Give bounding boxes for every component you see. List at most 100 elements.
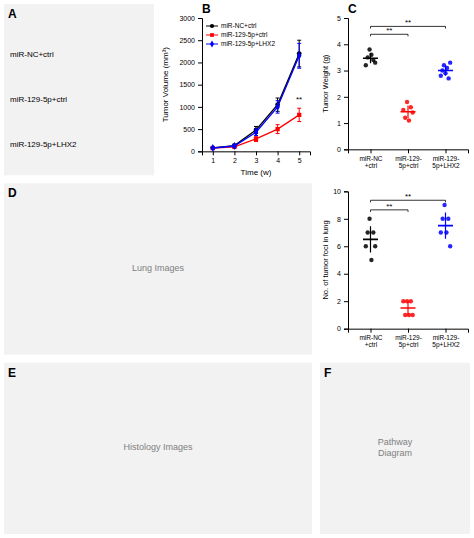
tick: 500 <box>183 126 202 133</box>
point <box>439 74 443 78</box>
tick-label: 5 <box>337 15 341 22</box>
tick-label-line: 5p+ctrl <box>399 341 419 349</box>
significance-label: ** <box>386 202 392 211</box>
legend-label: miR-129-5p+LHX2 <box>221 40 275 48</box>
tick-label: 2000 <box>179 59 195 66</box>
tick-label: miR-129-5p+ctrl <box>395 155 422 170</box>
point <box>405 100 409 104</box>
error-bar <box>297 108 301 121</box>
series-line <box>213 115 299 148</box>
annotation: ** <box>296 95 302 104</box>
tick-mark <box>256 151 257 155</box>
tick-label: 4 <box>276 157 280 164</box>
tick-mark <box>234 151 235 155</box>
point <box>373 244 377 248</box>
tick-label: 8 <box>337 216 341 223</box>
tick: 1 <box>337 120 348 127</box>
tick-mark <box>344 44 348 45</box>
tick-mark <box>198 129 202 130</box>
point <box>369 258 373 262</box>
legend-label: miR-129-5p+ctrl <box>221 31 268 39</box>
point <box>297 113 301 117</box>
point <box>364 63 368 67</box>
placeholder-bg <box>4 4 154 175</box>
placeholder-label: Histology Images <box>123 443 193 453</box>
series-line <box>213 56 299 148</box>
tick-label: 0 <box>191 148 195 155</box>
tick-mark <box>198 151 202 152</box>
point <box>369 53 373 57</box>
panel: E Histology Images <box>4 363 312 534</box>
tick-label: miR-129-5p+LHX2 <box>432 334 460 349</box>
tick: 4 <box>337 41 348 48</box>
sd-bar <box>407 301 408 315</box>
point <box>365 230 369 234</box>
tick: 0 <box>337 146 348 153</box>
x-axis: miR-NC+ctrlmiR-129-5p+ctrlmiR-129-5p+LHX… <box>349 149 469 170</box>
tick-mark <box>198 40 202 41</box>
tick-mark <box>408 149 409 153</box>
placeholder-label: Lung Images <box>132 263 185 273</box>
tick: 2500 <box>179 37 202 44</box>
panel: DLung Images <box>4 183 312 354</box>
point <box>403 116 407 120</box>
tick: 3 <box>337 67 348 74</box>
point <box>401 299 405 303</box>
tick-mark <box>408 329 409 333</box>
error-bar <box>276 101 280 113</box>
placeholder-label: miR-129-5p+ctrl <box>10 95 67 104</box>
axis-line <box>198 19 203 152</box>
sd-bar <box>370 53 371 63</box>
plot-area <box>210 40 301 151</box>
point <box>275 103 280 111</box>
tick: 4 <box>276 151 280 164</box>
point <box>371 230 375 234</box>
tick: 1500 <box>179 81 202 88</box>
sd-bar <box>370 226 371 252</box>
point <box>409 105 413 109</box>
y-axis: 0246810 <box>333 188 348 332</box>
point <box>444 230 448 234</box>
placeholder-bg <box>320 363 470 534</box>
tick-mark <box>344 301 348 302</box>
panel: miR-NC+ctrlmiR-129-5p+ctrlmiR-129-5p+LHX… <box>321 188 469 349</box>
tick: miR-NC+ctrl <box>359 329 382 349</box>
tick: miR-129-5p+ctrl <box>395 329 422 350</box>
legend-symbol <box>210 41 214 48</box>
point <box>448 244 452 248</box>
significance-label: ** <box>386 26 392 35</box>
tick-label: 1 <box>211 157 215 164</box>
legend-entry: miR-NC+ctrl <box>206 22 257 29</box>
tick-label: 0 <box>337 325 341 332</box>
y-axis: 012345 <box>337 15 348 153</box>
tick-label: 500 <box>183 126 195 133</box>
tick-label-line: +ctrl <box>365 341 378 348</box>
placeholder-label: miR-129-5p+LHX2 <box>10 140 77 149</box>
tick-label: 2500 <box>179 37 195 44</box>
axis-line <box>349 150 469 154</box>
point <box>367 47 371 51</box>
tick-label: 3000 <box>179 15 195 22</box>
tick: miR-129-5p+ctrl <box>395 149 422 170</box>
tick: 1000 <box>179 104 202 111</box>
placeholder-label-line: Histology Images <box>123 443 193 453</box>
legend-symbol <box>210 24 214 28</box>
panel-title: E <box>8 366 16 380</box>
tick-mark <box>198 62 202 63</box>
tick-label-line: miR-129- <box>433 334 460 341</box>
tick-mark <box>344 18 348 19</box>
point <box>275 127 279 131</box>
tick-mark <box>278 151 279 155</box>
point <box>410 313 414 317</box>
tick-label: 6 <box>337 243 341 250</box>
tick-label-line: 5p+LHX2 <box>432 341 460 349</box>
tick-label: 1500 <box>179 81 195 88</box>
tick: miR-NC+ctrl <box>359 149 382 169</box>
point <box>407 313 411 317</box>
tick: 3000 <box>179 15 202 22</box>
error-bar <box>297 43 301 68</box>
tick-mark <box>371 149 372 153</box>
tick-mark <box>213 151 214 155</box>
point <box>232 142 237 150</box>
tick-mark <box>344 97 348 98</box>
